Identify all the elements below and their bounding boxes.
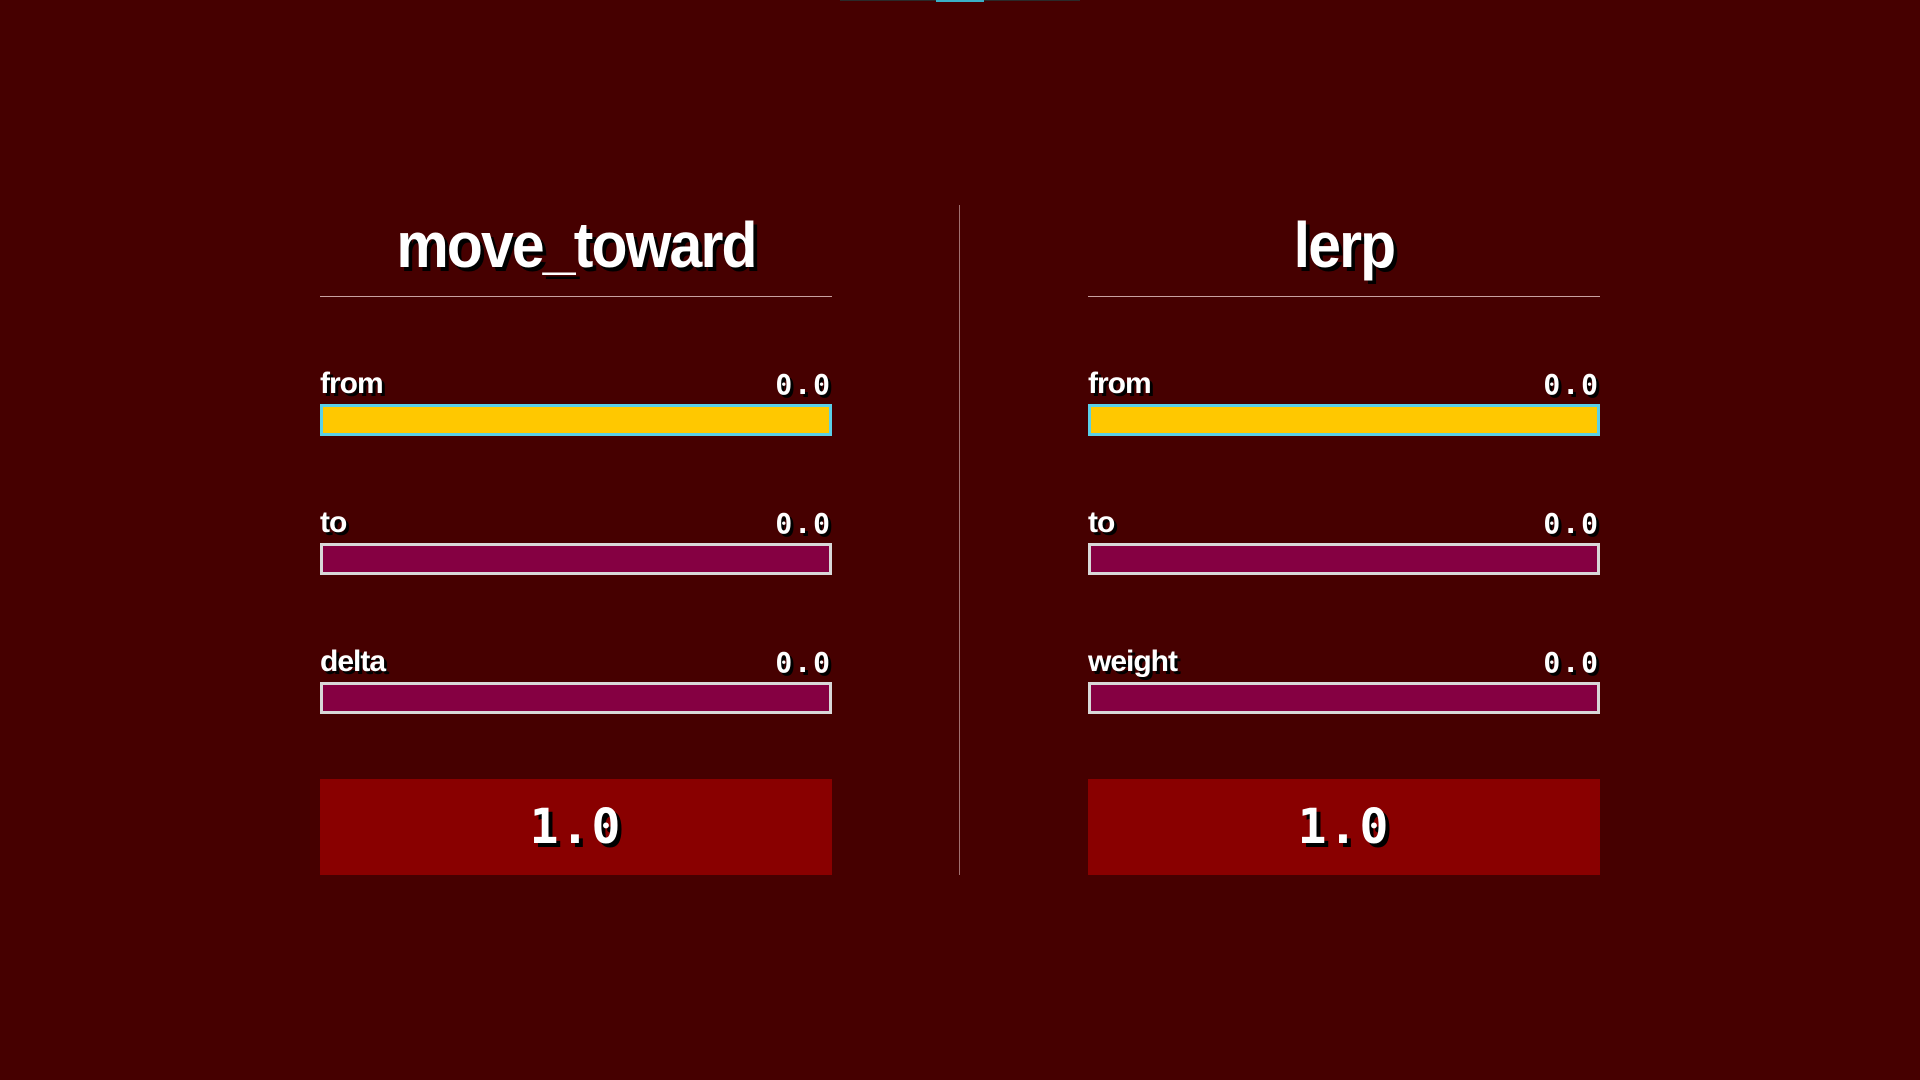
param-value: 0.0 xyxy=(1543,368,1600,401)
param-value: 0.0 xyxy=(1543,646,1600,679)
param-to: to 0.0 xyxy=(1088,504,1600,575)
title-divider xyxy=(320,296,832,297)
param-value: 0.0 xyxy=(1543,507,1600,540)
title-divider xyxy=(1088,296,1600,297)
param-to: to 0.0 xyxy=(320,504,832,575)
param-label: from xyxy=(320,367,384,400)
param-label: to xyxy=(1088,506,1115,539)
param-from: from 0.0 xyxy=(320,365,832,436)
result-display: 1.0 xyxy=(320,779,832,875)
weight-slider[interactable] xyxy=(1088,682,1600,714)
to-slider[interactable] xyxy=(320,543,832,575)
param-label: delta xyxy=(320,645,386,678)
param-label: to xyxy=(320,506,347,539)
top-tab-indicator xyxy=(840,0,1080,2)
param-from: from 0.0 xyxy=(1088,365,1600,436)
top-tab-indicator-accent xyxy=(936,0,984,2)
delta-slider[interactable] xyxy=(320,682,832,714)
panel-title: move_toward xyxy=(396,209,757,281)
panel-lerp: lerp from 0.0 to 0.0 weight 0.0 1.0 xyxy=(1088,205,1600,875)
to-slider[interactable] xyxy=(1088,543,1600,575)
param-value: 0.0 xyxy=(775,368,832,401)
param-value: 0.0 xyxy=(775,646,832,679)
param-weight: weight 0.0 xyxy=(1088,643,1600,714)
param-label: from xyxy=(1088,367,1152,400)
from-slider[interactable] xyxy=(1088,404,1600,436)
panel-title: lerp xyxy=(1293,209,1396,281)
from-slider[interactable] xyxy=(320,404,832,436)
param-label: weight xyxy=(1088,645,1178,678)
panel-divider xyxy=(959,205,960,875)
result-display: 1.0 xyxy=(1088,779,1600,875)
param-value: 0.0 xyxy=(775,507,832,540)
panel-move-toward: move_toward from 0.0 to 0.0 delta 0.0 1.… xyxy=(320,205,832,875)
param-delta: delta 0.0 xyxy=(320,643,832,714)
